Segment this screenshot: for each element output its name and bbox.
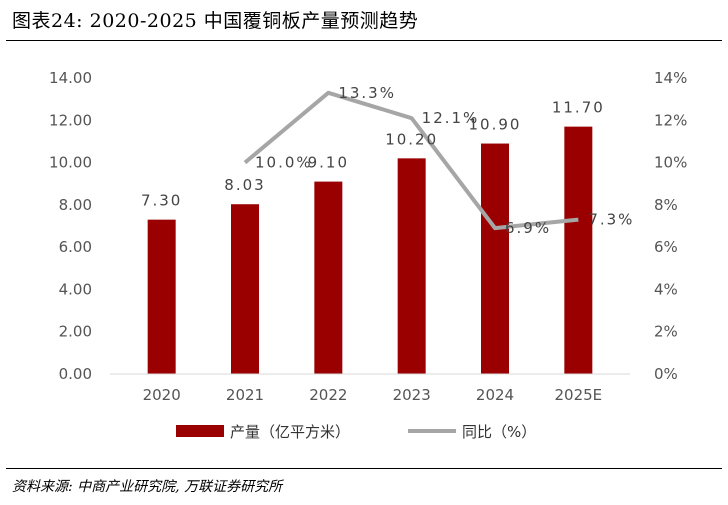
line-data-label: 7.3% xyxy=(588,211,634,229)
legend: 产量（亿平方米） 同比（%） xyxy=(176,423,536,441)
title-rule xyxy=(6,40,722,41)
right-tick-label: 14% xyxy=(654,69,687,87)
bar xyxy=(231,204,259,374)
left-tick-label: 10.00 xyxy=(49,154,92,172)
left-tick-label: 8.00 xyxy=(59,196,92,214)
bar-data-label: 8.03 xyxy=(224,176,265,194)
left-tick-label: 2.00 xyxy=(59,323,92,341)
bar-data-label: 7.30 xyxy=(141,192,182,210)
legend-bar-label: 产量（亿平方米） xyxy=(230,423,350,441)
right-tick-label: 8% xyxy=(654,196,678,214)
left-tick-label: 4.00 xyxy=(59,280,92,298)
bar-data-labels: 7.30 8.03 9.10 10.20 10.90 11.70 xyxy=(141,99,605,210)
bar-data-label: 10.90 xyxy=(469,116,522,134)
bar xyxy=(147,219,176,374)
right-tick-label: 12% xyxy=(654,111,687,129)
right-tick-label: 6% xyxy=(654,238,678,256)
left-tick-label: 6.00 xyxy=(59,238,92,256)
right-tick-label: 10% xyxy=(654,154,687,172)
left-tick-label: 0.00 xyxy=(59,365,92,383)
right-tick-label: 2% xyxy=(654,323,678,341)
figure-title: 图表24: 2020-2025 中国覆铜板产量预测趋势 xyxy=(12,10,419,32)
bar xyxy=(564,126,593,374)
legend-bar-swatch xyxy=(176,425,224,437)
bar-data-label: 9.10 xyxy=(308,154,349,172)
left-tick-label: 14.00 xyxy=(49,69,92,87)
x-tick-label: 2024 xyxy=(476,386,514,404)
x-tick-label: 2025E xyxy=(555,386,603,404)
bar xyxy=(314,181,343,374)
bar-data-label: 11.70 xyxy=(552,99,605,117)
x-tick-label: 2021 xyxy=(226,386,264,404)
bar-data-label: 10.20 xyxy=(385,130,438,148)
source-note: 资料来源: 中商产业研究院, 万联证券研究所 xyxy=(12,479,283,495)
source-rule xyxy=(6,468,722,469)
left-tick-label: 12.00 xyxy=(49,111,92,129)
bar xyxy=(397,158,426,374)
x-tick-label: 2022 xyxy=(309,386,347,404)
right-axis-ticks: 0% 2% 4% 6% 8% 10% 12% 14% xyxy=(654,69,687,383)
bar-series xyxy=(147,126,593,374)
line-data-labels: 10.0% 13.3% 12.1% 6.9% 7.3% xyxy=(255,84,634,237)
right-tick-label: 0% xyxy=(654,365,678,383)
x-tick-label: 2020 xyxy=(143,386,181,404)
x-tick-label: 2023 xyxy=(393,386,431,404)
line-data-label: 6.9% xyxy=(505,219,551,237)
line-data-label: 13.3% xyxy=(338,84,396,102)
left-axis-ticks: 0.00 2.00 4.00 6.00 8.00 10.00 12.00 14.00 xyxy=(49,69,92,383)
x-axis-ticks: 2020 2021 2022 2023 2024 2025E xyxy=(143,386,603,404)
legend-line-label: 同比（%） xyxy=(462,423,536,441)
yoy-line xyxy=(243,90,579,231)
line-data-label: 10.0% xyxy=(255,154,313,172)
bar xyxy=(481,143,509,374)
right-tick-label: 4% xyxy=(654,280,678,298)
line-data-label: 12.1% xyxy=(422,109,480,127)
